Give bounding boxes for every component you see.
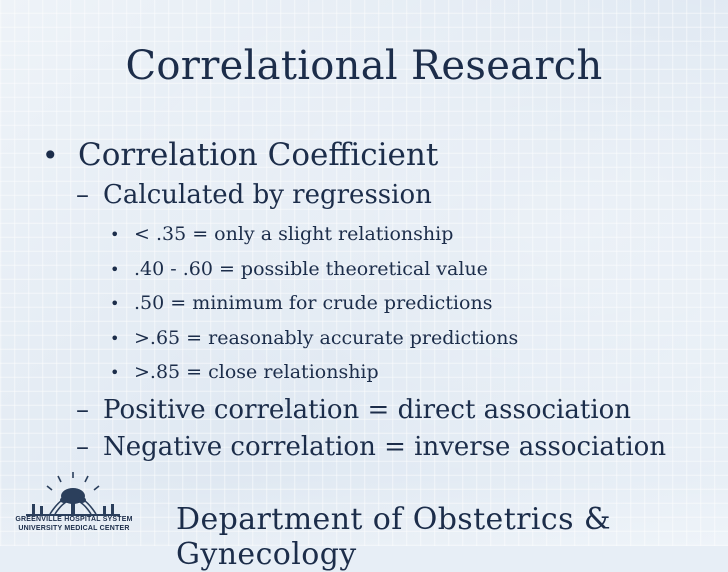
coefficient-list: • < .35 = only a slight relationship • .40… xyxy=(110,220,518,393)
bullet-icon: • xyxy=(110,294,120,313)
positive-text: Positive correlation = direct associatio… xyxy=(103,395,632,425)
level1-text: Correlation Coefficient xyxy=(78,137,439,173)
list-item: • < .35 = only a slight relationship xyxy=(110,220,518,255)
logo-line1: GREENVILLE HOSPITAL SYSTEM xyxy=(15,516,133,523)
bullet-icon: • xyxy=(110,259,120,279)
hospital-seal-logo-icon xyxy=(26,472,120,516)
subbullet-positive: – Positive correlation = direct associati… xyxy=(76,395,631,425)
bullet-icon: • xyxy=(110,328,120,348)
bullet-icon: • xyxy=(110,363,120,382)
logo-line2: UNIVERSITY MEDICAL CENTER xyxy=(18,525,130,532)
subbullet-negative: – Negative correlation = inverse associat… xyxy=(76,432,666,462)
footer-band xyxy=(0,476,728,546)
department-name: Department of Obstetrics & Gynecology xyxy=(176,502,611,572)
bullet-icon: • xyxy=(42,139,59,172)
list-item: • >.85 = close relationship xyxy=(110,358,518,393)
dash-icon: – xyxy=(76,395,89,425)
negative-text: Negative correlation = inverse associati… xyxy=(103,432,667,462)
list-item: • .50 = minimum for crude predictions xyxy=(110,289,518,324)
bullet-icon: • xyxy=(110,225,120,244)
logo-wordmark: GREENVILLE HOSPITAL SYSTEM UNIVERSITY ME… xyxy=(8,515,140,533)
bullet-level1: • Correlation Coefficient xyxy=(42,137,438,173)
dash-icon: – xyxy=(76,432,89,462)
dash-icon: – xyxy=(76,180,89,210)
subbullet-calculated: – Calculated by regression xyxy=(76,180,432,210)
calc-heading-text: Calculated by regression xyxy=(103,180,432,210)
list-item: • >.65 = reasonably accurate predictions xyxy=(110,324,518,359)
slide-title: Correlational Research xyxy=(125,43,603,89)
slide-background xyxy=(0,0,728,546)
list-item: • .40 - .60 = possible theoretical value xyxy=(110,255,518,290)
